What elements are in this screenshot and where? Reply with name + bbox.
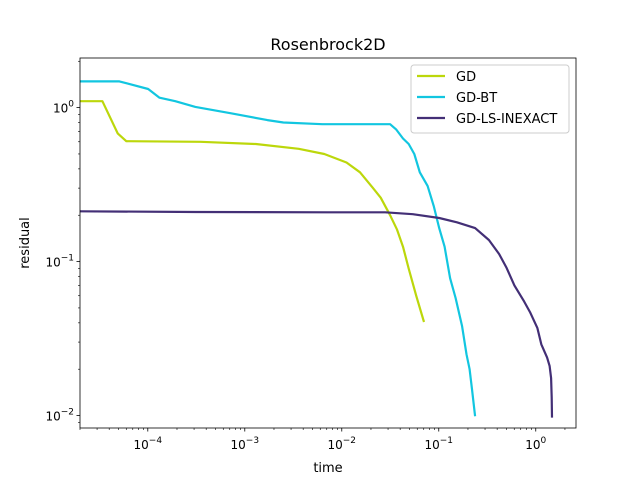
y-tick-label: 10−2 [45,408,74,424]
x-tick-label: 10−3 [231,436,260,452]
x-tick-label: 10−1 [424,436,453,452]
x-axis-label: time [313,461,342,476]
series-line-gd-bt [80,80,477,417]
chart-title: Rosenbrock2D [270,35,385,54]
x-tick-label: 10−4 [134,436,163,452]
y-tick-label: 100 [53,100,74,116]
legend-label-gd-ls-inexact: GD-LS-INEXACT [456,112,557,127]
y-axis-label: residual [18,217,33,269]
legend: GD GD-BT GD-LS-INEXACT [410,64,570,134]
legend-label-gd-bt: GD-BT [456,91,497,106]
legend-label-gd: GD [456,70,476,85]
legend-box [410,64,570,134]
series-layer [80,80,554,418]
x-tick-label: 100 [525,436,546,452]
y-tick-label: 10−1 [45,254,74,270]
axes-frame [79,57,577,429]
series-line-gd [80,100,426,323]
x-tick-label: 10−2 [327,436,356,452]
y-axis: 10−2 10−1 100 [45,60,80,424]
x-axis: 10−4 10−3 10−2 10−1 100 [79,428,566,452]
series-line-gd-ls-inexact [80,210,554,418]
plot-area [80,80,554,418]
